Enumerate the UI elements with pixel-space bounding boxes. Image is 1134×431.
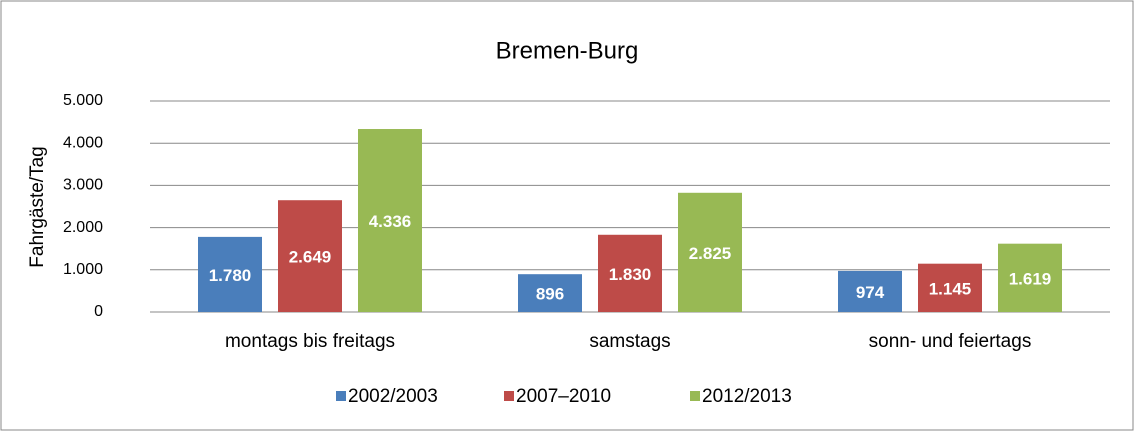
y-tick-label: 1.000 (63, 261, 103, 278)
chart-title: Bremen-Burg (496, 37, 639, 64)
data-label: 2.825 (689, 244, 732, 263)
bar (838, 270, 902, 312)
bar (918, 263, 982, 312)
y-tick-label: 0 (94, 303, 103, 320)
data-label: 1.619 (1009, 269, 1052, 288)
legend-swatch (336, 391, 346, 401)
data-label: 974 (856, 283, 885, 302)
data-label: 1.145 (929, 279, 972, 298)
x-tick-label: montags bis freitags (225, 331, 395, 352)
y-tick-label: 4.000 (63, 134, 103, 151)
legend-label: 2012/2013 (702, 386, 792, 407)
x-tick-label: sonn- und feiertags (869, 331, 1032, 352)
bar (358, 129, 422, 312)
legend-label: 2002/2003 (348, 386, 438, 407)
y-axis-label: Fahrgäste/Tag (27, 146, 48, 267)
data-label: 896 (536, 285, 564, 304)
bar (598, 234, 662, 312)
data-label: 2.649 (289, 248, 332, 267)
bar (198, 236, 262, 312)
legend-label: 2007–2010 (516, 386, 611, 407)
y-tick-label: 2.000 (63, 219, 103, 236)
legend-swatch (504, 391, 514, 401)
data-label: 1.830 (609, 265, 652, 284)
legend-swatch (690, 391, 700, 401)
bar (278, 200, 342, 312)
data-label: 1.780 (209, 266, 252, 285)
bar (518, 274, 582, 312)
bar (678, 192, 742, 312)
y-tick-label: 5.000 (63, 92, 103, 109)
bar (998, 243, 1062, 312)
y-tick-label: 3.000 (63, 177, 103, 194)
data-label: 4.336 (369, 212, 412, 231)
x-tick-label: samstags (589, 331, 670, 352)
